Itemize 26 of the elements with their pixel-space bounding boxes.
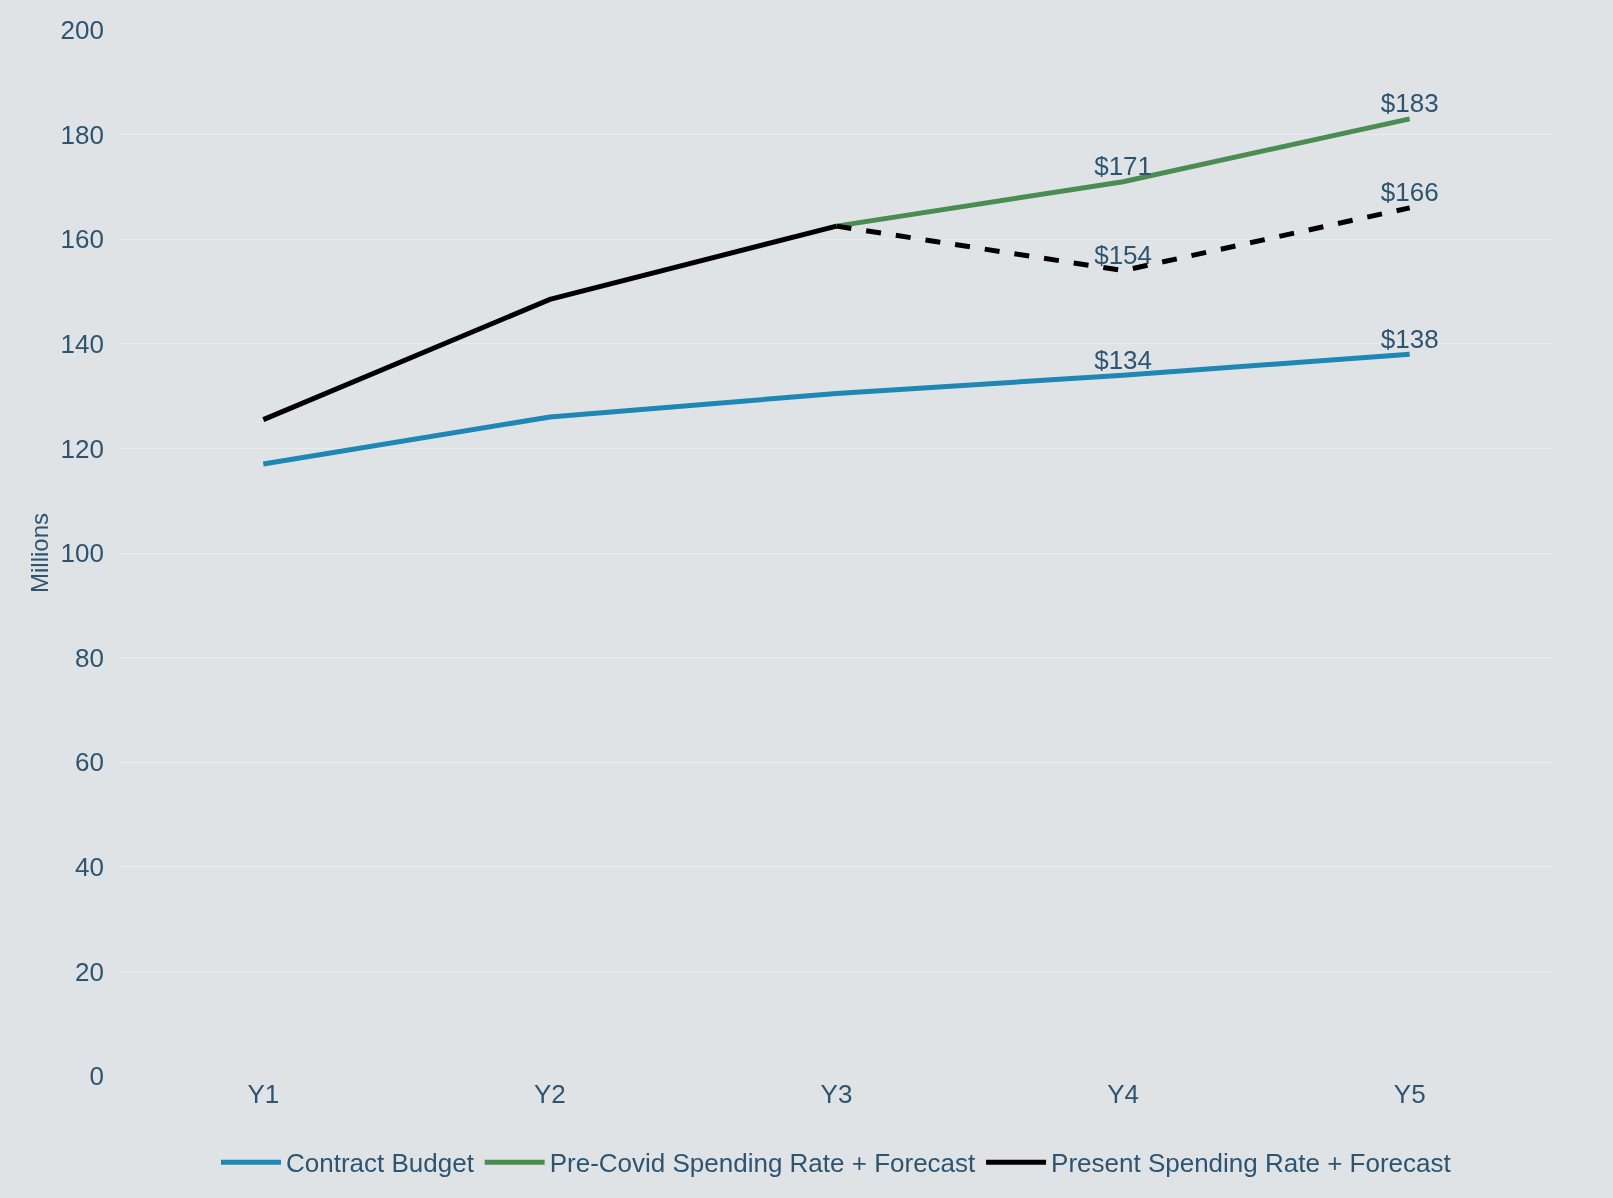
data-label: $183 xyxy=(1380,88,1439,119)
legend-label: Present Spending Rate + Forecast xyxy=(1051,1148,1452,1179)
x-tick-label: Y2 xyxy=(533,1079,566,1109)
y-tick-label: 200 xyxy=(60,15,104,46)
data-label: $171 xyxy=(1094,151,1153,182)
x-tick-label: Y5 xyxy=(1393,1079,1426,1109)
y-tick-label: 120 xyxy=(60,433,104,464)
y-tick-label: 160 xyxy=(60,224,104,255)
y-tick-label: 180 xyxy=(60,119,104,150)
y-tick-label: 60 xyxy=(75,747,104,778)
y-tick-label: 0 xyxy=(89,1061,104,1092)
legend-label: Pre-Covid Spending Rate + Forecast xyxy=(549,1148,977,1179)
y-axis-title: Millions xyxy=(25,512,53,594)
data-label: $134 xyxy=(1094,344,1153,375)
y-tick-label: 140 xyxy=(60,328,104,359)
legend-label: Contract Budget xyxy=(286,1148,475,1179)
y-tick-label: 40 xyxy=(75,851,104,882)
data-label: $154 xyxy=(1094,240,1153,271)
data-label: $166 xyxy=(1380,177,1439,208)
y-tick-label: 20 xyxy=(75,956,104,987)
x-tick-label: Y4 xyxy=(1107,1079,1140,1109)
data-label: $138 xyxy=(1380,323,1439,354)
y-tick-label: 100 xyxy=(60,538,104,569)
x-tick-label: Y1 xyxy=(247,1079,280,1109)
y-tick-label: 80 xyxy=(75,642,104,673)
x-tick-label: Y3 xyxy=(820,1079,853,1109)
